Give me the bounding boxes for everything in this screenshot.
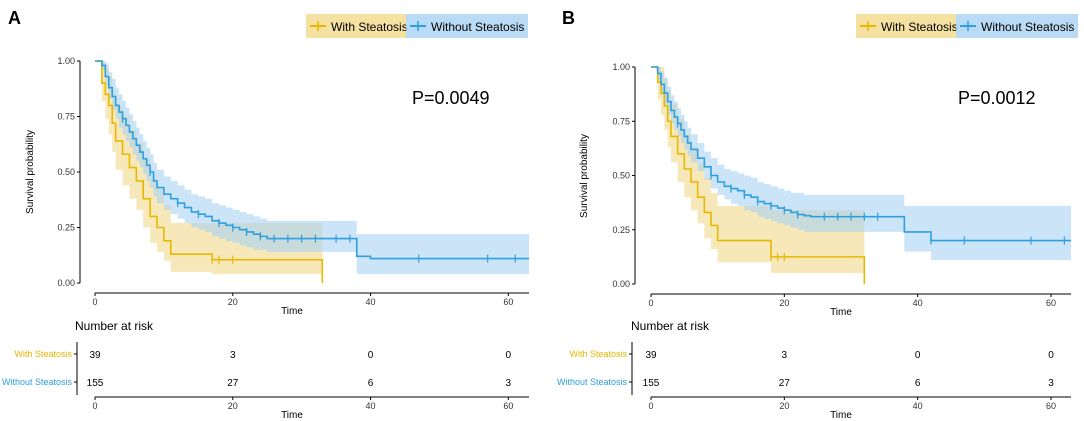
with-steatosis-curve <box>95 60 324 283</box>
y-axis-label: Survival probability <box>579 134 590 218</box>
risk-value: 3 <box>506 378 512 389</box>
legend-without-label: Without Steatosis <box>431 20 524 34</box>
risk-value: 39 <box>645 350 657 361</box>
risk-x-tick-label: 40 <box>913 401 923 411</box>
panel-label: B <box>562 8 575 28</box>
legend-with-label: With Steatosis <box>881 20 958 34</box>
risk-value: 155 <box>87 378 104 389</box>
risk-x-axis-label: Time <box>830 410 852 421</box>
survival-plot: 0.00 0.25 0.50 0.75 1.00 Survival probability… <box>25 56 529 317</box>
risk-row-label: With Steatosis <box>14 349 72 359</box>
legend-without-swatch <box>956 14 1078 38</box>
panel-label: A <box>8 8 21 28</box>
with-steatosis-ci-band <box>651 67 865 274</box>
risk-value: 0 <box>506 350 512 361</box>
y-tick-label: 0.50 <box>612 171 630 181</box>
risk-value: 27 <box>779 378 791 389</box>
y-tick-label: 0.25 <box>612 225 630 235</box>
y-tick-label: 0.00 <box>612 279 630 289</box>
risk-table-title: Number at risk <box>75 319 154 333</box>
without-steatosis-ci-band <box>651 67 1071 261</box>
y-tick-label: 0.50 <box>57 167 75 177</box>
without-steatosis-curve <box>651 66 1071 242</box>
panel-a: A With Steatosis Without Steatosis P=0.0… <box>2 8 529 421</box>
x-tick-label: 40 <box>366 297 376 307</box>
risk-value: 0 <box>915 350 921 361</box>
risk-value: 39 <box>89 350 101 361</box>
risk-value: 6 <box>368 378 374 389</box>
risk-table-title: Number at risk <box>631 319 710 333</box>
risk-table: Number at risk With Steatosis 39 3 0 0 Without… <box>2 319 529 421</box>
survival-plot: 0.00 0.25 0.50 0.75 1.00 Survival probability… <box>579 62 1071 318</box>
risk-value: 6 <box>915 378 921 389</box>
p-value: P=0.0049 <box>412 88 490 108</box>
risk-x-tick-label: 20 <box>228 401 238 411</box>
risk-x-axis-label: Time <box>281 410 303 421</box>
risk-x-tick-label: 0 <box>648 401 653 411</box>
risk-row-label: Without Steatosis <box>557 377 628 387</box>
risk-value: 27 <box>227 378 239 389</box>
x-tick-label: 20 <box>228 297 238 307</box>
x-tick-label: 40 <box>913 298 923 308</box>
legend-without-label: Without Steatosis <box>981 20 1074 34</box>
risk-table: Number at risk With Steatosis 39 3 0 0 Without… <box>557 319 1071 421</box>
risk-x-tick-label: 40 <box>366 401 376 411</box>
x-tick-label: 0 <box>92 297 97 307</box>
risk-x-tick-label: 20 <box>779 401 789 411</box>
legend: With Steatosis Without Steatosis <box>856 14 1078 38</box>
y-tick-label: 0.75 <box>57 112 75 122</box>
y-tick-label: 1.00 <box>612 62 630 72</box>
risk-value: 0 <box>368 350 374 361</box>
x-axis-label: Time <box>281 306 303 317</box>
y-tick-label: 0.00 <box>57 278 75 288</box>
x-tick-label: 60 <box>1046 298 1056 308</box>
y-tick-label: 0.25 <box>57 223 75 233</box>
without-steatosis-ci-band <box>95 61 529 275</box>
risk-value: 3 <box>782 350 788 361</box>
risk-x-tick-label: 60 <box>1046 401 1056 411</box>
y-tick-label: 0.75 <box>612 116 630 126</box>
y-tick-label: 1.00 <box>57 56 75 66</box>
risk-value: 0 <box>1048 350 1054 361</box>
x-tick-label: 0 <box>648 298 653 308</box>
y-axis-label: Survival probability <box>25 130 36 214</box>
risk-value: 3 <box>1048 378 1054 389</box>
x-tick-label: 60 <box>503 297 513 307</box>
legend-with-label: With Steatosis <box>331 20 408 34</box>
p-value: P=0.0012 <box>958 88 1036 108</box>
with-steatosis-curve <box>651 66 866 284</box>
panel-b: B With Steatosis Without Steatosis P=0.0… <box>557 8 1078 421</box>
x-tick-label: 20 <box>779 298 789 308</box>
risk-row-label: With Steatosis <box>569 349 627 359</box>
risk-row-label: Without Steatosis <box>2 377 73 387</box>
risk-value: 155 <box>643 378 660 389</box>
risk-x-tick-label: 0 <box>92 401 97 411</box>
legend-without-swatch <box>406 14 528 38</box>
risk-value: 3 <box>230 350 236 361</box>
risk-x-tick-label: 60 <box>503 401 513 411</box>
x-axis-label: Time <box>830 307 852 318</box>
legend: With Steatosis Without Steatosis <box>306 14 528 38</box>
